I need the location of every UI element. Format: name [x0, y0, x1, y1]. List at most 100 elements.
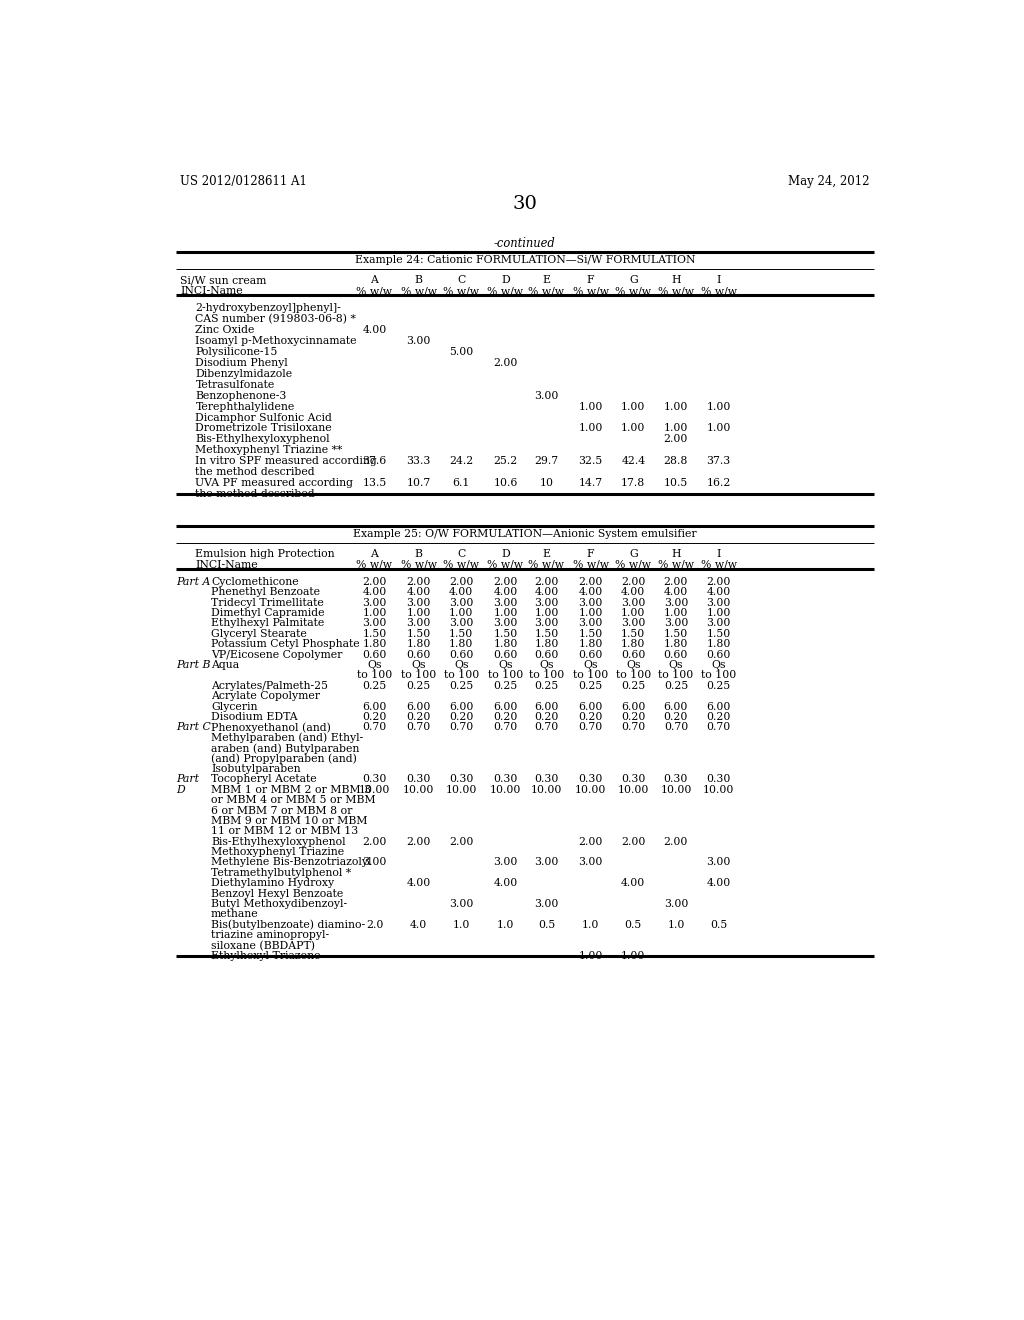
Text: US 2012/0128611 A1: US 2012/0128611 A1	[180, 176, 307, 189]
Text: 3.00: 3.00	[535, 618, 559, 628]
Text: 0.25: 0.25	[450, 681, 473, 690]
Text: 0.20: 0.20	[535, 711, 559, 722]
Text: Bis-Ethylhexyloxyphenol: Bis-Ethylhexyloxyphenol	[211, 837, 345, 846]
Text: 0.30: 0.30	[362, 775, 387, 784]
Text: 10.00: 10.00	[445, 784, 477, 795]
Text: 0.60: 0.60	[450, 649, 473, 660]
Text: 4.00: 4.00	[362, 587, 387, 597]
Text: 3.00: 3.00	[407, 337, 431, 346]
Text: 1.50: 1.50	[535, 628, 559, 639]
Text: % w/w: % w/w	[400, 560, 436, 570]
Text: 37.3: 37.3	[707, 457, 731, 466]
Text: 3.00: 3.00	[450, 598, 473, 607]
Text: 1.80: 1.80	[535, 639, 559, 649]
Text: 6.00: 6.00	[622, 701, 645, 711]
Text: D: D	[501, 549, 510, 560]
Text: 4.00: 4.00	[707, 587, 731, 597]
Text: % w/w: % w/w	[615, 560, 651, 570]
Text: Part: Part	[176, 775, 199, 784]
Text: 0.25: 0.25	[664, 681, 688, 690]
Text: methane: methane	[211, 909, 258, 920]
Text: 1.80: 1.80	[622, 639, 645, 649]
Text: Acrylate Copolymer: Acrylate Copolymer	[211, 692, 319, 701]
Text: Part B: Part B	[176, 660, 211, 671]
Text: Methoxyphenyl Triazine: Methoxyphenyl Triazine	[211, 847, 344, 857]
Text: I: I	[717, 549, 721, 560]
Text: Ethylhexyl Triazone: Ethylhexyl Triazone	[211, 950, 321, 961]
Text: 0.5: 0.5	[625, 920, 642, 929]
Text: Potassium Cetyl Phosphate: Potassium Cetyl Phosphate	[211, 639, 359, 649]
Text: % w/w: % w/w	[658, 286, 694, 296]
Text: % w/w: % w/w	[528, 286, 564, 296]
Text: 3.00: 3.00	[579, 618, 603, 628]
Text: INCI-Name: INCI-Name	[196, 560, 258, 570]
Text: 6.00: 6.00	[535, 701, 559, 711]
Text: 3.00: 3.00	[664, 598, 688, 607]
Text: 3.00: 3.00	[535, 391, 559, 401]
Text: 0.20: 0.20	[450, 711, 473, 722]
Text: 1.00: 1.00	[707, 401, 731, 412]
Text: 0.25: 0.25	[407, 681, 431, 690]
Text: Methoxyphenyl Triazine **: Methoxyphenyl Triazine **	[196, 445, 343, 455]
Text: B: B	[415, 276, 423, 285]
Text: 24.2: 24.2	[450, 457, 473, 466]
Text: 0.20: 0.20	[664, 711, 688, 722]
Text: H: H	[671, 549, 681, 560]
Text: 10.00: 10.00	[660, 784, 691, 795]
Text: 1.00: 1.00	[707, 424, 731, 433]
Text: 0.30: 0.30	[450, 775, 473, 784]
Text: triazine aminopropyl-: triazine aminopropyl-	[211, 931, 329, 940]
Text: Benzoyl Hexyl Benzoate: Benzoyl Hexyl Benzoate	[211, 888, 343, 899]
Text: 0.60: 0.60	[494, 649, 517, 660]
Text: C: C	[457, 276, 465, 285]
Text: 1.00: 1.00	[579, 609, 603, 618]
Text: 0.25: 0.25	[535, 681, 559, 690]
Text: 3.00: 3.00	[579, 858, 603, 867]
Text: 4.00: 4.00	[622, 878, 645, 888]
Text: 3.00: 3.00	[622, 598, 645, 607]
Text: C: C	[457, 549, 465, 560]
Text: 4.00: 4.00	[407, 587, 431, 597]
Text: 0.70: 0.70	[579, 722, 603, 733]
Text: 1.80: 1.80	[407, 639, 431, 649]
Text: % w/w: % w/w	[443, 560, 479, 570]
Text: 1.00: 1.00	[664, 424, 688, 433]
Text: 0.70: 0.70	[622, 722, 645, 733]
Text: 2.00: 2.00	[664, 837, 688, 846]
Text: 16.2: 16.2	[707, 478, 731, 488]
Text: 0.30: 0.30	[535, 775, 559, 784]
Text: 2.00: 2.00	[535, 577, 559, 587]
Text: F: F	[587, 549, 595, 560]
Text: Tetrasulfonate: Tetrasulfonate	[196, 380, 274, 389]
Text: % w/w: % w/w	[528, 560, 564, 570]
Text: E: E	[543, 549, 551, 560]
Text: 1.00: 1.00	[579, 424, 603, 433]
Text: 30: 30	[512, 195, 538, 214]
Text: Butyl Methoxydibenzoyl-: Butyl Methoxydibenzoyl-	[211, 899, 347, 909]
Text: 4.00: 4.00	[362, 325, 387, 335]
Text: MBM 9 or MBM 10 or MBM: MBM 9 or MBM 10 or MBM	[211, 816, 368, 826]
Text: Si/W sun cream: Si/W sun cream	[180, 276, 266, 285]
Text: to 100: to 100	[356, 671, 392, 680]
Text: 3.00: 3.00	[535, 858, 559, 867]
Text: 1.00: 1.00	[622, 424, 645, 433]
Text: 0.70: 0.70	[664, 722, 688, 733]
Text: to 100: to 100	[700, 671, 736, 680]
Text: D: D	[501, 276, 510, 285]
Text: 1.50: 1.50	[494, 628, 517, 639]
Text: % w/w: % w/w	[615, 286, 651, 296]
Text: 1.00: 1.00	[535, 609, 559, 618]
Text: Tridecyl Trimellitate: Tridecyl Trimellitate	[211, 598, 324, 607]
Text: 37.6: 37.6	[362, 457, 387, 466]
Text: % w/w: % w/w	[658, 560, 694, 570]
Text: 6.00: 6.00	[450, 701, 473, 711]
Text: 10.00: 10.00	[575, 784, 606, 795]
Text: Glycerin: Glycerin	[211, 701, 257, 711]
Text: 2.00: 2.00	[450, 577, 473, 587]
Text: Qs: Qs	[712, 660, 726, 671]
Text: % w/w: % w/w	[443, 286, 479, 296]
Text: 1.80: 1.80	[707, 639, 731, 649]
Text: 3.00: 3.00	[664, 899, 688, 909]
Text: Methylene Bis-Benzotriazolyl: Methylene Bis-Benzotriazolyl	[211, 858, 372, 867]
Text: 0.60: 0.60	[407, 649, 431, 660]
